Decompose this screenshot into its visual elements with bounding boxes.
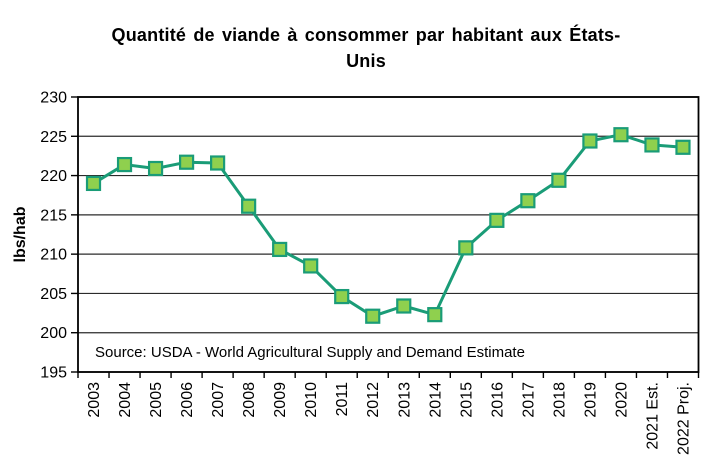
- y-tick-label: 210: [40, 247, 67, 264]
- data-point-marker: [272, 241, 288, 258]
- y-tick-label: 205: [40, 286, 67, 303]
- data-point-marker: [178, 154, 195, 170]
- data-point-marker: [303, 258, 319, 274]
- data-point-marker: [365, 308, 381, 324]
- x-tick-label: 2010: [303, 382, 320, 418]
- data-point-marker: [147, 160, 164, 177]
- data-point-marker: [116, 156, 133, 173]
- y-tick-label: 225: [40, 129, 67, 146]
- data-point-marker: [644, 137, 660, 153]
- x-tick-label: 2006: [179, 382, 196, 418]
- y-tick-label: 215: [40, 207, 67, 224]
- data-point-marker: [396, 298, 412, 314]
- data-point-marker: [85, 175, 102, 192]
- data-point-marker: [613, 127, 629, 143]
- chart-title: Quantité de viande à consommer par habit…: [111, 25, 621, 71]
- x-tick-label: 2005: [148, 382, 165, 418]
- data-point-marker: [675, 139, 691, 155]
- plot-border: [77, 96, 700, 373]
- x-tick-label: 2016: [489, 382, 506, 418]
- data-point-marker: [427, 307, 443, 323]
- data-point-marker: [210, 155, 226, 171]
- x-tick-label: 2008: [241, 382, 258, 418]
- y-tick-label: 195: [40, 365, 67, 382]
- x-tick-label: 2013: [396, 382, 413, 418]
- x-tick-label: 2019: [582, 382, 599, 418]
- x-tick-label: 2014: [427, 382, 444, 418]
- data-point-marker: [241, 198, 257, 214]
- x-tick-label: 2007: [210, 382, 227, 418]
- x-tick-label: 2018: [551, 382, 568, 418]
- y-tick-label: 230: [40, 90, 67, 107]
- y-tick-label: 220: [40, 168, 67, 185]
- x-tick-label: 2009: [272, 382, 289, 418]
- x-tick-label: 2004: [117, 382, 134, 418]
- data-point-marker: [582, 133, 598, 149]
- x-tick-label: 2011: [334, 382, 351, 417]
- x-tick-label: 2021 Est.: [644, 382, 661, 450]
- x-tick-label: 2015: [458, 382, 475, 418]
- source-note: Source: USDA - World Agricultural Supply…: [95, 344, 525, 361]
- data-point-marker: [520, 193, 536, 209]
- data-point-marker: [458, 240, 474, 256]
- x-tick-label: 2003: [86, 382, 103, 418]
- x-tick-label: 2022 Proj.: [675, 382, 692, 455]
- x-tick-label: 2020: [613, 382, 630, 418]
- data-point-marker: [489, 212, 505, 228]
- y-axis-title: lbs/hab: [12, 206, 29, 262]
- data-point-marker: [334, 288, 350, 305]
- x-tick-label: 2012: [365, 382, 382, 418]
- x-tick-label: 2017: [520, 382, 537, 418]
- data-point-marker: [551, 172, 567, 188]
- y-tick-label: 200: [40, 325, 67, 342]
